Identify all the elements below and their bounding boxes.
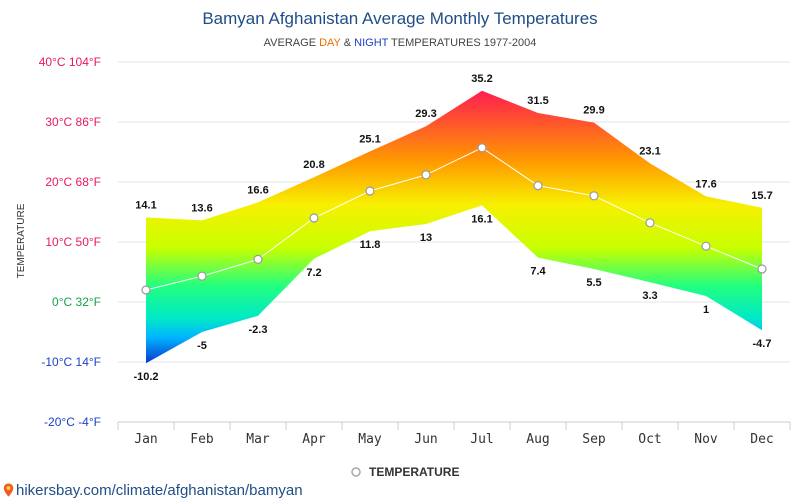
average-point[interactable] <box>421 170 431 180</box>
day-value-label: 13.6 <box>191 202 212 214</box>
y-tick-label: -10°C 14°F <box>41 355 101 369</box>
day-value-label: 16.6 <box>247 184 268 196</box>
average-point[interactable] <box>477 143 487 153</box>
average-point[interactable] <box>533 181 543 191</box>
average-point[interactable] <box>701 241 711 251</box>
night-value-label: 3.3 <box>642 290 657 302</box>
day-value-label: 29.3 <box>415 108 436 120</box>
x-tick-label: Jun <box>414 432 437 447</box>
day-value-label: 25.1 <box>359 133 380 145</box>
x-tick-label: Jan <box>134 432 157 447</box>
x-tick-label: Apr <box>302 432 326 447</box>
y-tick-label: 40°C 104°F <box>39 55 101 69</box>
day-value-label: 35.2 <box>471 73 492 85</box>
x-tick-label: Sep <box>582 432 606 447</box>
night-value-label: 7.4 <box>530 266 546 278</box>
day-value-label: 29.9 <box>583 105 604 117</box>
legend-label: TEMPERATURE <box>369 465 459 479</box>
map-pin-icon <box>3 483 14 497</box>
day-value-label: 14.1 <box>135 199 156 211</box>
night-value-label: 16.1 <box>471 213 492 225</box>
average-series-line <box>145 147 763 291</box>
average-point[interactable] <box>589 191 599 201</box>
night-value-label: -2.3 <box>249 324 268 336</box>
night-value-label: -10.2 <box>133 371 158 383</box>
legend-marker <box>351 467 361 477</box>
source-link[interactable]: hikersbay.com/climate/afghanistan/bamyan <box>3 480 303 500</box>
night-value-label: 13 <box>420 232 432 244</box>
y-tick-label: -20°C -4°F <box>44 415 101 429</box>
day-value-label: 20.8 <box>303 159 324 171</box>
x-tick-label: Jul <box>470 432 493 447</box>
y-tick-label: 30°C 86°F <box>45 115 101 129</box>
x-tick-label: Mar <box>246 432 270 447</box>
x-tick-label: Aug <box>526 432 549 447</box>
average-point[interactable] <box>645 218 655 228</box>
y-tick-labels: 40°C 104°F 30°C 86°F 20°C 68°F 10°C 50°F 0°C… <box>39 55 101 429</box>
temperature-band <box>146 90 762 364</box>
night-value-label: 1 <box>703 304 709 316</box>
day-value-label: 31.5 <box>527 95 548 107</box>
subtitle-amp: & <box>341 37 354 49</box>
data-labels: 14.1 13.6 16.6 20.8 25.1 29.3 35.2 31.5 29.9 23.1… <box>133 73 772 383</box>
day-value-label: 23.1 <box>639 145 660 157</box>
day-value-label: 17.6 <box>695 178 716 190</box>
day-night-band <box>146 90 762 364</box>
y-tick-label: 20°C 68°F <box>45 175 101 189</box>
average-line <box>141 143 767 295</box>
subtitle-suffix: TEMPERATURES 1977-2004 <box>388 37 536 49</box>
night-value-label: 7.2 <box>306 267 321 279</box>
average-point[interactable] <box>141 285 151 295</box>
night-value-label: 5.5 <box>586 277 601 289</box>
x-axis: Jan Feb Mar Apr May Jun Jul Aug Sep Oct Nov Dec <box>117 421 791 447</box>
y-tick-label: 0°C 32°F <box>52 295 101 309</box>
day-value-label: 15.7 <box>751 190 772 202</box>
average-point[interactable] <box>197 271 207 281</box>
average-point[interactable] <box>757 264 767 274</box>
x-tick-label: May <box>358 432 382 447</box>
average-point[interactable] <box>309 213 319 223</box>
average-point[interactable] <box>365 186 375 196</box>
x-tick-label: Oct <box>638 432 661 447</box>
night-value-label: -4.7 <box>753 338 772 350</box>
night-value-label: 11.8 <box>360 239 381 251</box>
average-point[interactable] <box>253 254 263 264</box>
chart-subtitle: AVERAGE DAY & NIGHT TEMPERATURES 1977-20… <box>264 37 537 49</box>
subtitle-prefix: AVERAGE <box>264 37 319 49</box>
x-tick-label: Dec <box>750 432 773 447</box>
source-url[interactable]: hikersbay.com/climate/afghanistan/bamyan <box>16 481 303 499</box>
subtitle-day: DAY <box>319 37 341 49</box>
y-axis-label: TEMPERATURE <box>16 203 27 278</box>
night-value-label: -5 <box>197 340 207 352</box>
x-tick-label: Nov <box>694 432 718 447</box>
x-tick-label: Feb <box>190 432 214 447</box>
y-tick-label: 10°C 50°F <box>45 235 101 249</box>
subtitle-night: NIGHT <box>354 37 389 49</box>
chart-title: Bamyan Afghanistan Average Monthly Tempe… <box>202 9 597 28</box>
legend[interactable]: TEMPERATURE <box>351 465 459 479</box>
